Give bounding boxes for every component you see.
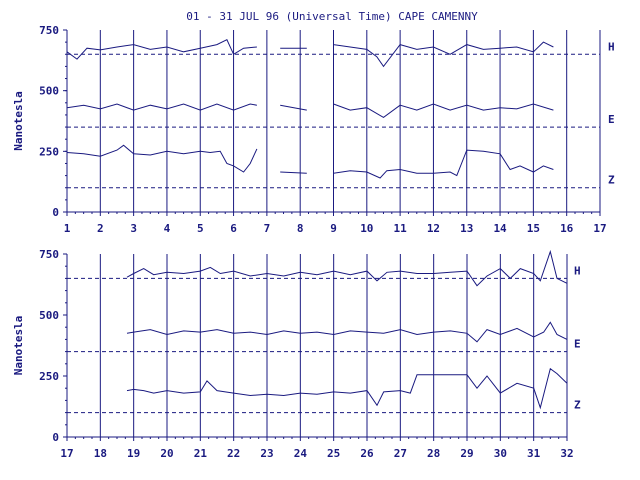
x-tick-label: 2 xyxy=(97,222,104,235)
x-tick-label: 12 xyxy=(427,222,440,235)
x-tick-label: 5 xyxy=(197,222,204,235)
y-tick-label: 250 xyxy=(39,145,59,158)
x-tick-label: 19 xyxy=(127,447,140,460)
x-tick-label: 27 xyxy=(394,447,407,460)
x-tick-label: 16 xyxy=(560,222,574,235)
x-tick-label: 8 xyxy=(297,222,304,235)
x-tick-label: 18 xyxy=(94,447,107,460)
y-axis-label: Nanotesla xyxy=(12,91,25,151)
y-tick-label: 0 xyxy=(52,206,59,219)
x-tick-label: 4 xyxy=(164,222,171,235)
series-line-e xyxy=(126,321,568,343)
x-tick-label: 6 xyxy=(230,222,237,235)
component-label-h: H xyxy=(608,40,615,53)
x-tick-label: 7 xyxy=(264,222,271,235)
series-line-z xyxy=(66,144,554,179)
component-label-h: H xyxy=(574,264,581,277)
x-tick-label: 31 xyxy=(527,447,541,460)
x-tick-label: 30 xyxy=(494,447,507,460)
component-label-e: E xyxy=(574,338,581,351)
component-label-z: Z xyxy=(574,399,581,412)
x-tick-label: 11 xyxy=(394,222,408,235)
x-tick-label: 20 xyxy=(160,447,173,460)
x-tick-label: 26 xyxy=(360,447,374,460)
x-tick-label: 24 xyxy=(294,447,308,460)
x-tick-label: 28 xyxy=(427,447,440,460)
y-tick-label: 500 xyxy=(39,85,59,98)
y-axis-label: Nanotesla xyxy=(12,316,25,376)
y-tick-label: 0 xyxy=(52,431,59,444)
y-tick-label: 750 xyxy=(39,248,59,261)
series-line-e xyxy=(66,103,554,118)
x-tick-label: 29 xyxy=(460,447,473,460)
component-label-e: E xyxy=(608,113,615,126)
x-tick-label: 14 xyxy=(493,222,507,235)
x-tick-label: 13 xyxy=(460,222,473,235)
x-tick-label: 32 xyxy=(560,447,573,460)
series-line-z xyxy=(126,367,568,410)
x-tick-label: 3 xyxy=(130,222,137,235)
x-tick-label: 25 xyxy=(327,447,340,460)
x-tick-label: 1 xyxy=(64,222,71,235)
x-tick-label: 22 xyxy=(227,447,240,460)
chart-title: 01 - 31 JUL 96 (Universal Time) CAPE CAM… xyxy=(186,10,478,23)
x-tick-label: 17 xyxy=(593,222,606,235)
panel-top: 1 2 3 4 5 6 7 8 9 10 11 12 13 14 15 16 170250500750Nanot… xyxy=(12,24,615,235)
y-tick-label: 500 xyxy=(39,309,59,322)
x-tick-label: 15 xyxy=(527,222,540,235)
x-tick-label: 10 xyxy=(360,222,373,235)
y-tick-label: 250 xyxy=(39,370,59,383)
panel-bottom: 17 18 19 20 21 22 23 24 25 26 27 28 29 30 31 32 0 250 500 7… xyxy=(12,248,581,460)
y-tick-label: 750 xyxy=(39,24,59,37)
x-tick-label: 17 xyxy=(60,447,73,460)
series-line-h xyxy=(66,39,554,68)
x-tick-label: 23 xyxy=(260,447,273,460)
component-label-z: Z xyxy=(608,174,615,187)
x-tick-label: 9 xyxy=(330,222,337,235)
series-line-h xyxy=(126,249,568,287)
x-tick-label: 21 xyxy=(194,447,208,460)
